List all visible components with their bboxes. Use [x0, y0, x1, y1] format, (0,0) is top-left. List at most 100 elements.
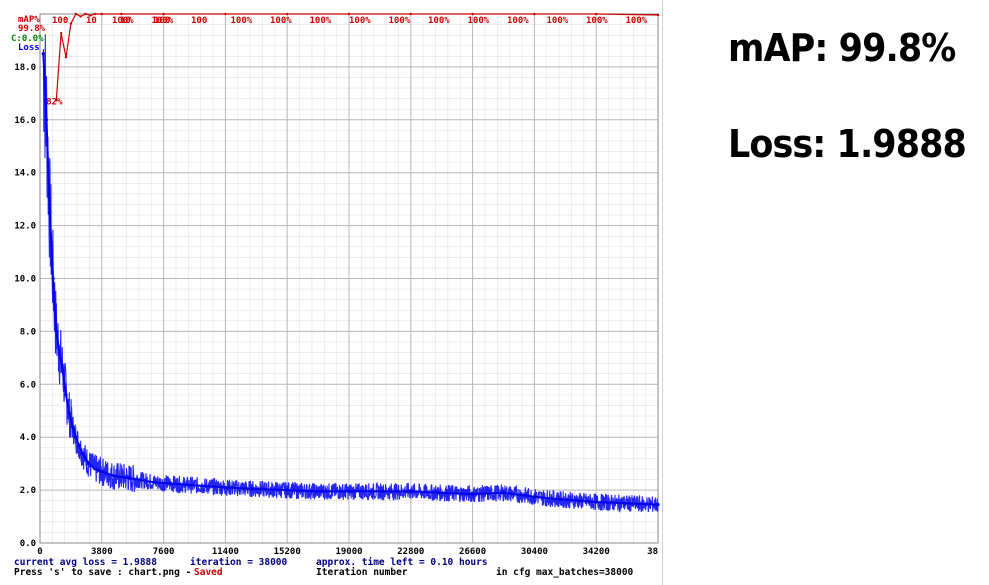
map-point: [89, 14, 92, 17]
chart-footer: current avg loss = 1.9888 iteration = 38…: [14, 557, 634, 578]
loss-point: [532, 495, 537, 499]
map-value-label: 82%: [46, 97, 63, 107]
x-axis-label: Iteration number: [316, 567, 408, 578]
map-point: [64, 56, 68, 59]
loss-point: [379, 489, 384, 494]
map-point: [409, 12, 412, 16]
map-point: [84, 12, 87, 16]
x-tick-label: 30400: [521, 547, 548, 557]
map-point: [656, 13, 660, 17]
loss-series: [41, 34, 660, 513]
map-point: [74, 12, 77, 16]
map-summary: mAP: 99.8%: [728, 26, 956, 70]
map-point: [94, 12, 97, 16]
x-tick-label: 34200: [583, 547, 610, 557]
footer-iteration: iteration = 38000: [190, 557, 288, 568]
x-tick-label: 38: [647, 547, 658, 557]
loss-point: [41, 52, 45, 56]
map-value-label: 100%: [389, 16, 411, 26]
map-point: [533, 12, 536, 16]
loss-point: [48, 210, 52, 214]
loss-point: [285, 488, 289, 492]
loss-point: [83, 456, 88, 460]
map-point: [471, 12, 474, 16]
map-value-label: 100: [52, 16, 68, 26]
map-value-label: 100%: [231, 16, 253, 26]
y-tick-label: 10.0: [14, 275, 36, 285]
map-value-label: 100%: [270, 16, 292, 26]
map-value-label: 10: [120, 16, 131, 26]
map-value-label: 100%: [428, 16, 450, 26]
y-tick-label: 18.0: [14, 63, 36, 73]
y-tick-label: 14.0: [14, 169, 36, 179]
loss-point: [409, 489, 413, 494]
y-tick-label: 4.0: [20, 433, 36, 443]
loss-point: [64, 393, 68, 397]
legend-conf-label: C:0.0%: [11, 34, 44, 44]
map-point: [347, 12, 351, 16]
map-point: [59, 32, 63, 35]
map-value-label: 100%: [626, 16, 648, 26]
footer-current-loss: current avg loss = 1.9888: [14, 557, 157, 568]
y-tick-label: 0.0: [20, 539, 36, 549]
map-line: [55, 13, 659, 101]
x-tick-label: 7600: [153, 547, 175, 557]
training-chart-panel: 82% 100 10 10 100 100% 100% 100 100% 100% 100% 100%…: [11, 0, 663, 585]
map-point: [595, 12, 598, 16]
x-tick-label: 26600: [459, 547, 486, 557]
x-tick-label: 0: [37, 547, 42, 557]
loss-point: [184, 483, 188, 487]
loss-point: [623, 501, 628, 505]
chart-grid: [39, 13, 659, 544]
loss-point: [77, 443, 81, 447]
map-point: [162, 12, 165, 16]
map-point: [100, 12, 104, 16]
map-value-label: 100%: [547, 16, 569, 26]
loss-point: [51, 276, 55, 281]
loss-point: [70, 425, 75, 429]
loss-point: [594, 500, 598, 504]
loss-summary: Loss: 1.9888: [728, 122, 967, 166]
y-tick-label: 6.0: [20, 380, 36, 390]
x-tick-label: 19000: [335, 547, 362, 557]
loss-point: [111, 473, 115, 478]
map-point: [120, 12, 123, 16]
map-value-label: 100%: [586, 16, 608, 26]
loss-point: [44, 118, 49, 122]
legend-loss-label: Loss: [18, 43, 40, 53]
loss-point: [501, 491, 506, 495]
loss-point: [54, 329, 58, 333]
loss-point: [249, 487, 254, 491]
loss-point: [100, 469, 104, 474]
loss-point: [471, 492, 475, 496]
footer-saved-status: Saved: [194, 567, 223, 578]
y-tick-label: 2.0: [20, 486, 36, 496]
map-point: [69, 22, 73, 25]
y-tick-label: 8.0: [20, 327, 36, 337]
x-tick-label: 22800: [397, 547, 424, 557]
axis-ticks: 0 3800 7600 11400 15200 19000 22800 26600 30400 3…: [14, 63, 658, 557]
map-value-label: 100%: [112, 16, 134, 26]
map-value-label: 100%: [507, 16, 529, 26]
chart-legend: mAP% 99.8% C:0.0% Loss: [11, 15, 46, 53]
legend-map-label: mAP%: [18, 15, 40, 25]
map-value-label: 100%: [152, 16, 174, 26]
footer-max-batches: in cfg max_batches=38000: [496, 567, 634, 578]
map-value-label: 10: [86, 16, 97, 26]
loss-point: [61, 369, 65, 373]
loss-point: [57, 350, 62, 355]
loss-point: [347, 489, 351, 494]
loss-line: [42, 53, 659, 506]
x-tick-label: 11400: [212, 547, 239, 557]
loss-point: [80, 451, 84, 455]
loss-point: [223, 485, 227, 490]
loss-point: [314, 489, 319, 494]
loss-noise-line: [42, 34, 659, 513]
loss-point: [656, 503, 660, 507]
map-value-label: 100: [191, 16, 207, 26]
loss-point: [93, 467, 97, 471]
map-point: [224, 12, 227, 16]
loss-point: [87, 462, 91, 466]
